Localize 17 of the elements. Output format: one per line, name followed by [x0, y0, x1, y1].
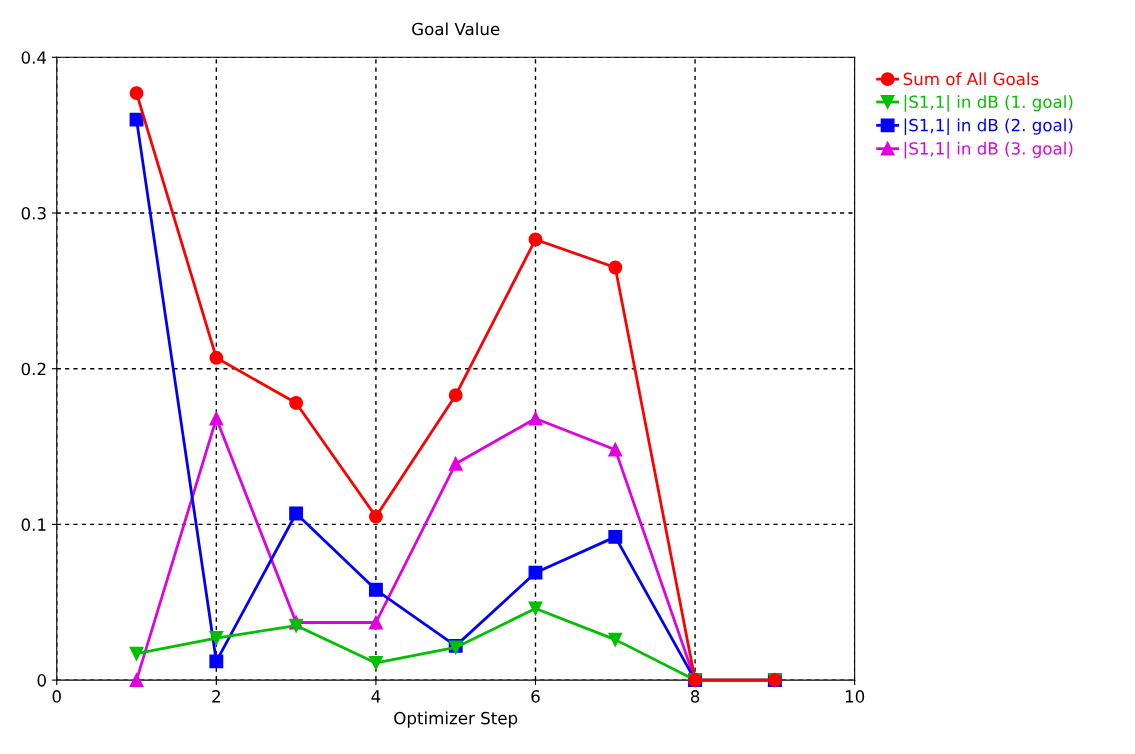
chart-title: Goal Value	[412, 22, 500, 36]
y-tick-label: 0.4	[21, 51, 47, 64]
legend-label: |S1,1| in dB (2. goal)	[904, 118, 1073, 136]
x-tick-label: 0	[52, 690, 61, 703]
legend-label: |S1,1| in dB (1. goal)	[904, 95, 1073, 112]
x-tick-label: 4	[371, 690, 381, 703]
y-tick-label: 0.2	[21, 362, 46, 376]
y-tick-label: 0.1	[21, 518, 46, 531]
y-tick-label: 0.3	[21, 206, 46, 220]
legend-label: |S1,1| in dB (3. goal)	[904, 141, 1073, 159]
legend-label: Sum of All Goals	[903, 72, 1039, 86]
x-axis-title: Optimizer Step	[394, 711, 518, 728]
y-tick-label: 0	[37, 674, 46, 687]
x-tick-label: 6	[531, 690, 540, 703]
x-tick-label: 10	[845, 690, 865, 703]
x-tick-label: 8	[690, 690, 700, 703]
x-tick-label: 2	[212, 690, 220, 703]
